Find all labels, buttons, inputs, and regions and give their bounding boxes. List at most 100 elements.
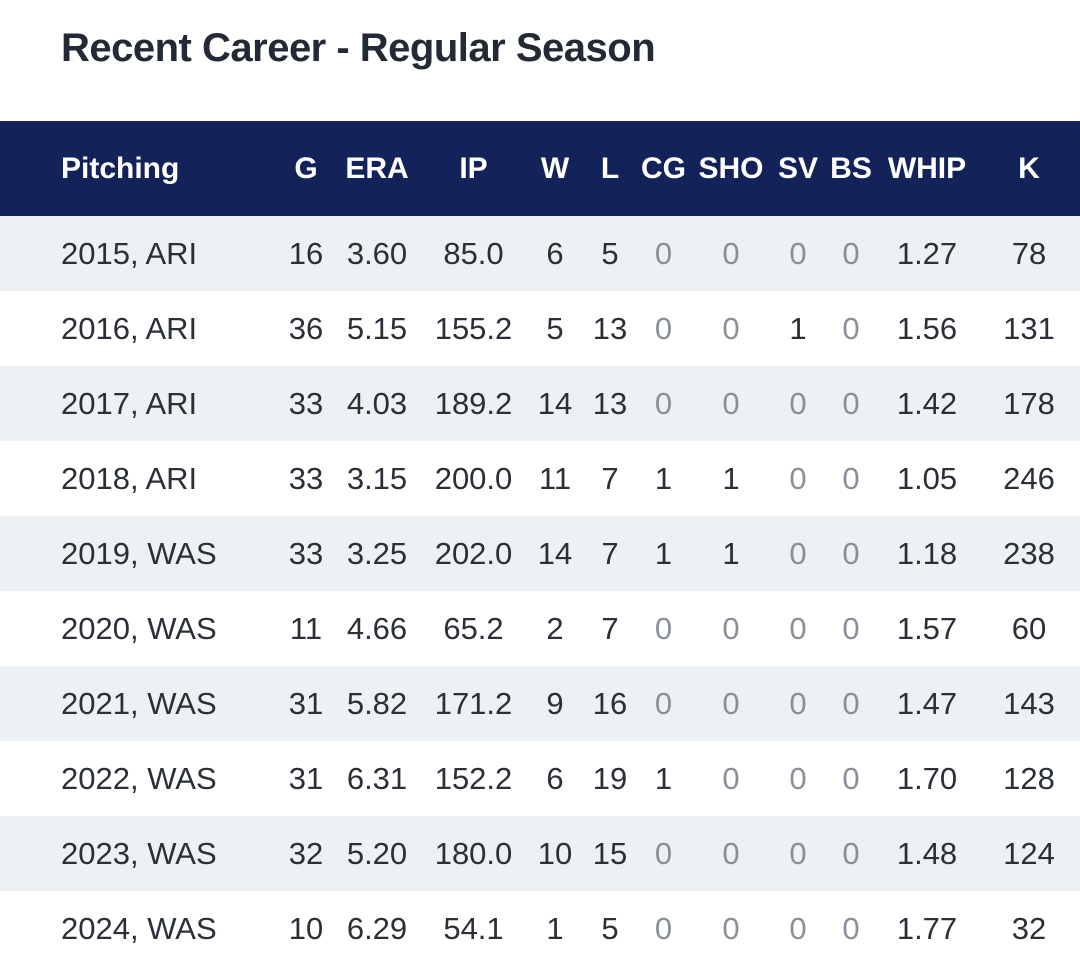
cell-season: 2020, WAS [61,610,217,646]
table-row: 2024, WAS 10 6.29 54.1 1 5 0 0 0 0 1.77 32 [0,891,1080,966]
cell-sv: 0 [789,835,807,871]
header-sv[interactable]: SV [777,151,819,185]
cell-k: 128 [1003,760,1055,796]
cell-season: 2019, WAS [61,535,217,571]
cell-era: 5.20 [346,835,408,871]
cell-season: 2022, WAS [61,760,217,796]
cell-w: 1 [546,910,564,946]
cell-cg: 0 [654,835,673,871]
cell-ip: 54.1 [443,910,504,946]
table-body: 2015, ARI 16 3.60 85.0 6 5 0 0 0 0 1.27 78 2016, ARI… [0,216,1080,966]
cell-ip: 200.0 [434,460,513,496]
cell-sv: 0 [789,385,807,421]
header-g[interactable]: G [294,151,318,185]
cell-whip: 1.56 [896,310,958,346]
cell-season: 2016, ARI [61,310,198,346]
cell-k: 78 [1011,235,1047,271]
cell-ip: 189.2 [434,385,513,421]
cell-bs: 0 [842,835,860,871]
cell-sho: 0 [722,610,740,646]
cell-cg: 0 [654,235,673,271]
table-row: 2018, ARI 33 3.15 200.0 11 7 1 1 0 0 1.05 246 [0,441,1080,516]
cell-g: 10 [288,910,324,946]
career-stats-table: Pitching G ERA IP W L CG SHO SV BS WHIP … [0,121,1080,966]
cell-cg: 1 [654,760,673,796]
cell-sho: 0 [722,310,740,346]
cell-w: 6 [546,760,564,796]
cell-w: 5 [546,310,564,346]
cell-era: 4.66 [346,610,408,646]
header-sho[interactable]: SHO [698,151,764,185]
header-w[interactable]: W [540,151,570,185]
cell-g: 36 [288,310,324,346]
cell-whip: 1.05 [896,460,958,496]
table-row: 2015, ARI 16 3.60 85.0 6 5 0 0 0 0 1.27 78 [0,216,1080,291]
cell-g: 11 [289,610,323,646]
cell-era: 5.82 [346,685,408,721]
cell-l: 15 [592,835,628,871]
cell-sho: 0 [722,385,740,421]
cell-era: 3.60 [346,235,408,271]
cell-cg: 1 [654,535,673,571]
cell-l: 19 [592,760,628,796]
cell-bs: 0 [842,760,860,796]
cell-w: 11 [538,460,572,496]
cell-g: 33 [288,460,324,496]
cell-whip: 1.18 [896,535,958,571]
cell-era: 6.29 [346,910,408,946]
cell-k: 246 [1003,460,1055,496]
cell-ip: 171.2 [434,685,513,721]
cell-era: 3.15 [346,460,408,496]
table-row: 2017, ARI 33 4.03 189.2 14 13 0 0 0 0 1.42 178 [0,366,1080,441]
cell-w: 2 [546,610,564,646]
cell-ip: 85.0 [443,235,504,271]
cell-l: 7 [601,610,619,646]
cell-season: 2021, WAS [61,685,217,721]
cell-k: 32 [1011,910,1047,946]
header-era[interactable]: ERA [345,151,409,185]
cell-g: 33 [288,535,324,571]
cell-k: 124 [1003,835,1055,871]
cell-sv: 0 [789,910,807,946]
cell-sv: 0 [789,460,807,496]
cell-cg: 0 [654,910,673,946]
cell-ip: 180.0 [434,835,513,871]
cell-l: 7 [601,460,619,496]
header-whip[interactable]: WHIP [887,151,967,185]
cell-bs: 0 [842,310,860,346]
cell-whip: 1.42 [896,385,958,421]
cell-season: 2015, ARI [61,235,198,271]
header-bs[interactable]: BS [830,151,872,185]
cell-cg: 0 [654,385,673,421]
cell-era: 5.15 [346,310,408,346]
cell-sv: 0 [789,760,807,796]
header-ip[interactable]: IP [459,151,488,185]
cell-bs: 0 [842,535,860,571]
table-header-row: Pitching G ERA IP W L CG SHO SV BS WHIP … [0,121,1080,216]
cell-era: 6.31 [346,760,408,796]
cell-g: 33 [288,385,324,421]
cell-era: 3.25 [346,535,408,571]
header-pitching[interactable]: Pitching [61,151,180,185]
cell-sho: 1 [722,535,740,571]
table-row: 2023, WAS 32 5.20 180.0 10 15 0 0 0 0 1.48 124 [0,816,1080,891]
header-cg[interactable]: CG [641,151,686,185]
header-k[interactable]: K [1018,151,1040,185]
table-row: 2019, WAS 33 3.25 202.0 14 7 1 1 0 0 1.18 238 [0,516,1080,591]
header-l[interactable]: L [600,151,620,185]
cell-season: 2024, WAS [61,910,217,946]
cell-cg: 1 [654,460,673,496]
cell-sv: 1 [789,310,807,346]
cell-sv: 0 [789,535,807,571]
cell-l: 5 [601,235,619,271]
cell-l: 13 [592,385,628,421]
cell-bs: 0 [842,460,860,496]
cell-g: 32 [288,835,324,871]
cell-ip: 202.0 [434,535,513,571]
table-row: 2016, ARI 36 5.15 155.2 5 13 0 0 1 0 1.56 131 [0,291,1080,366]
table-row: 2022, WAS 31 6.31 152.2 6 19 1 0 0 0 1.70 128 [0,741,1080,816]
cell-cg: 0 [654,610,673,646]
section-title: Recent Career - Regular Season [61,26,656,70]
cell-g: 31 [288,685,324,721]
cell-sho: 0 [722,910,740,946]
